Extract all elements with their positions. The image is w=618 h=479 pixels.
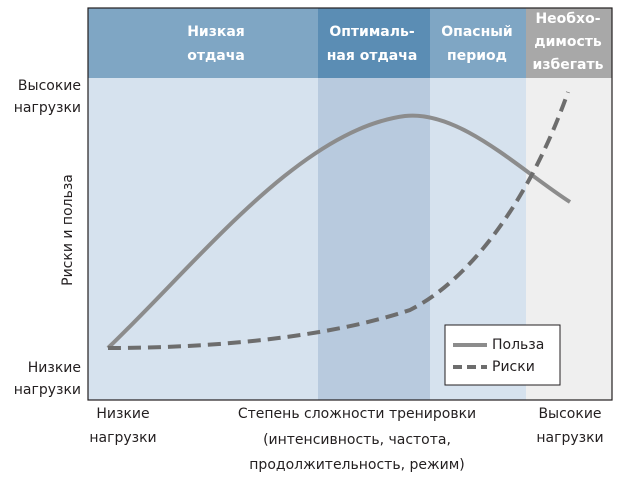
y-high-label: нагрузки (14, 100, 81, 116)
zone-header (88, 8, 318, 78)
legend-label: Риски (492, 359, 535, 375)
x-low-label: Низкие (96, 406, 149, 422)
y-axis-title: Риски и польза (60, 174, 76, 286)
legend (444, 324, 561, 386)
zone-label: избегать (533, 57, 604, 73)
zone-label: отдача (187, 48, 245, 64)
zone-label: Опасный (441, 24, 512, 40)
zone-label: Необхо- (535, 11, 600, 27)
zone-header (318, 8, 430, 78)
x-high-label: Высокие (538, 406, 601, 422)
zone-body (318, 78, 430, 400)
y-high-label: Высокие (18, 78, 81, 94)
y-low-label: нагрузки (14, 382, 81, 398)
zone-header (430, 8, 526, 78)
legend-label: Польза (492, 337, 544, 353)
x-axis-title: (интенсивность, частота, (263, 432, 451, 448)
x-high-label: нагрузки (536, 430, 603, 446)
frame (87, 7, 613, 401)
zone-header (526, 8, 612, 78)
x-low-label: нагрузки (89, 430, 156, 446)
risk-curve (107, 91, 570, 350)
y-low-label: Низкие (28, 360, 81, 376)
benefit-curve (106, 113, 572, 350)
zone-label: Низкая (187, 24, 245, 40)
zone-label: период (447, 48, 507, 64)
zone-label: Оптималь- (329, 24, 414, 40)
x-axis-title: Степень сложности тренировки (238, 406, 476, 422)
zone-body (88, 78, 318, 400)
x-axis-title: продолжительность, режим) (249, 457, 464, 473)
zone-label: димость (534, 34, 602, 50)
zone-label: ная отдача (327, 48, 418, 64)
